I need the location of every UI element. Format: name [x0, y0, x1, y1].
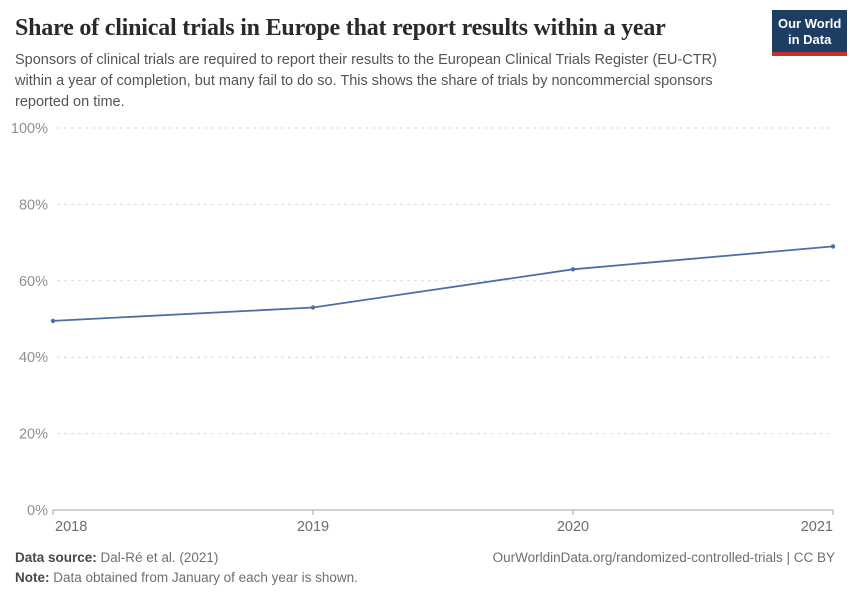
y-axis-label: 40% [19, 350, 48, 366]
y-axis-label: 20% [19, 427, 48, 443]
chart-footer: Data source: Dal-Ré et al. (2021) Note: … [15, 548, 835, 588]
data-point [570, 267, 576, 272]
owid-logo: Our World in Data [772, 10, 848, 56]
note-label: Note: [15, 570, 50, 585]
x-axis-label: 2021 [801, 519, 833, 535]
data-source-label: Data source: [15, 550, 97, 565]
y-axis-label: 0% [27, 503, 48, 519]
note-value: Data obtained from January of each year … [53, 570, 358, 585]
chart-subtitle: Sponsors of clinical trials are required… [15, 52, 717, 110]
data-point [310, 305, 316, 310]
owid-logo-line1: Our World [778, 16, 842, 31]
line-chart: 0% 20% 40% 60% 80% 100% 2018 2019 2020 2021 [11, 121, 836, 535]
y-axis-label: 100% [11, 121, 48, 137]
data-line [52, 245, 834, 322]
x-axis-label: 2020 [557, 519, 589, 535]
y-axis-label: 80% [19, 197, 48, 213]
y-axis-label: 60% [19, 274, 48, 290]
note-line: Note: Data obtained from January of each… [15, 568, 835, 588]
data-source-line: Data source: Dal-Ré et al. (2021) [15, 548, 835, 568]
attribution-link[interactable]: OurWorldinData.org/randomized-controlled… [492, 550, 835, 565]
owid-logo-line2: in Data [787, 32, 832, 47]
data-point [830, 244, 836, 249]
data-point [50, 318, 56, 324]
x-axis-label: 2019 [297, 519, 329, 535]
data-source-value: Dal-Ré et al. (2021) [100, 550, 219, 565]
x-axis-label: 2018 [55, 519, 87, 535]
page-title: Share of clinical trials in Europe that … [15, 15, 666, 41]
